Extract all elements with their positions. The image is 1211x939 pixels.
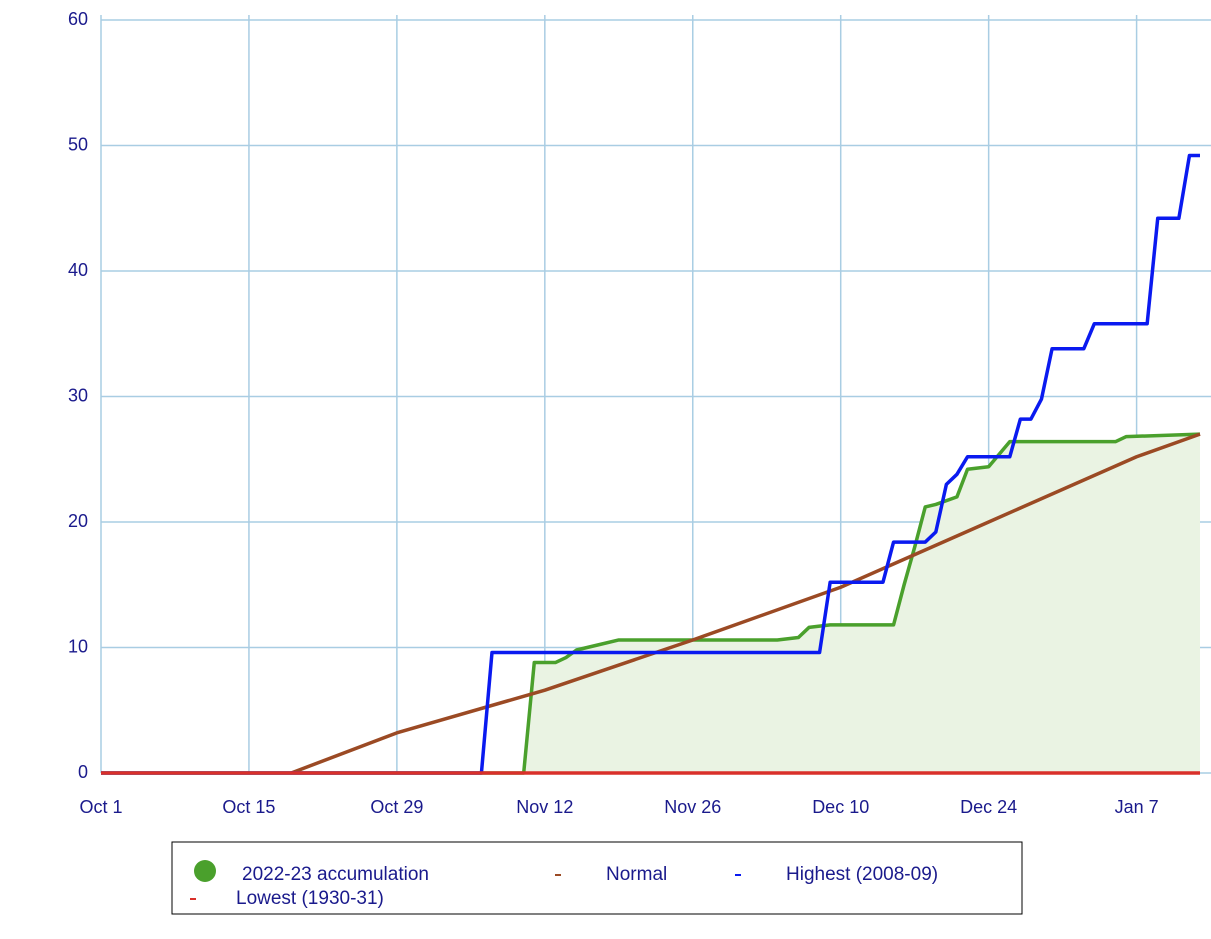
x-tick-label: Dec 24 bbox=[960, 797, 1017, 817]
y-tick-label: 40 bbox=[68, 260, 88, 280]
line bbox=[290, 432, 1201, 775]
x-tick-label: Oct 1 bbox=[79, 797, 122, 817]
x-tick-label: Nov 12 bbox=[516, 797, 573, 817]
legend-box bbox=[171, 841, 1023, 915]
line bbox=[101, 432, 1201, 775]
y-tick-label: 60 bbox=[68, 9, 88, 29]
legend-label: Normal bbox=[606, 864, 667, 885]
legend-label: Highest (2008-09) bbox=[786, 864, 938, 885]
legend-swatch bbox=[194, 860, 216, 882]
y-tick-label: 30 bbox=[68, 385, 88, 405]
legend-swatch bbox=[190, 898, 196, 900]
x-tick-label: Oct 29 bbox=[370, 797, 423, 817]
y-tick-label: 10 bbox=[68, 636, 88, 656]
x-tick-label: Dec 10 bbox=[812, 797, 869, 817]
area bbox=[101, 434, 1200, 773]
legend-label: Lowest (1930-31) bbox=[236, 888, 384, 909]
line bbox=[101, 153, 1200, 775]
legend-swatch bbox=[555, 874, 561, 876]
x-tick-label: Jan 7 bbox=[1115, 797, 1159, 817]
y-tick-label: 50 bbox=[68, 134, 88, 154]
x-tick-label: Oct 15 bbox=[222, 797, 275, 817]
x-tick-label: Nov 26 bbox=[664, 797, 721, 817]
y-tick-label: 20 bbox=[68, 511, 88, 531]
y-tick-label: 0 bbox=[78, 762, 88, 782]
legend-label: 2022-23 accumulation bbox=[242, 864, 429, 885]
legend-swatch bbox=[735, 874, 741, 876]
